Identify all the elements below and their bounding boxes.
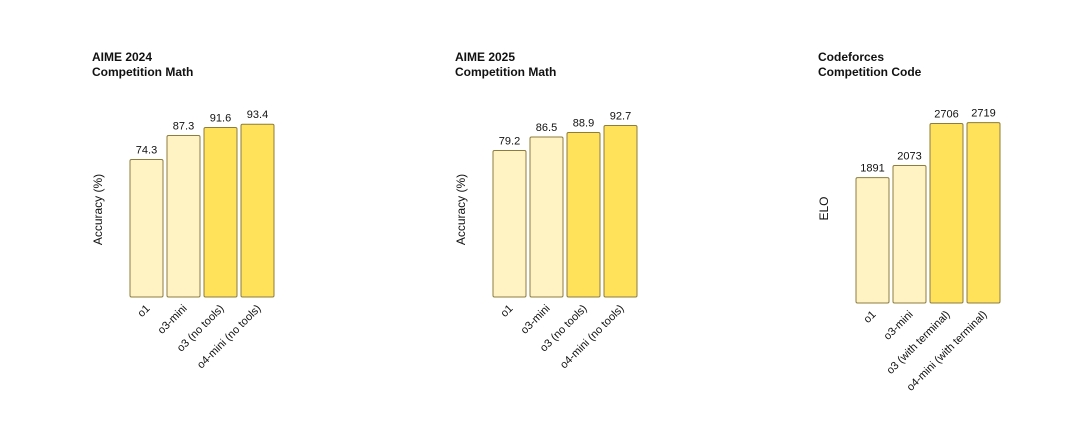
bar (166, 134, 201, 298)
chart-subtitle: Competition Math (92, 65, 193, 79)
value-label: 88.9 (573, 118, 594, 130)
bar (529, 136, 564, 298)
value-label: 74.3 (136, 145, 157, 157)
bar (492, 149, 527, 298)
value-label: 2706 (934, 109, 958, 121)
value-label: 87.3 (173, 120, 194, 132)
chart-title: AIME 2024 (92, 50, 152, 64)
bar (855, 177, 890, 304)
y-axis-label: Accuracy (%) (91, 174, 105, 245)
x-tick-label: o4-mini (no tools) (558, 303, 627, 372)
x-tick-label: o1 (498, 303, 515, 320)
chart-title: AIME 2025 (455, 50, 515, 64)
value-label: 1891 (860, 163, 884, 175)
bar (566, 132, 601, 298)
value-label: 2073 (897, 150, 921, 162)
value-label: 79.2 (499, 135, 520, 147)
chart-subtitle: Competition Code (818, 65, 922, 79)
x-tick-label: o3-mini (882, 309, 916, 343)
x-tick-label: o3 (with terminal) (884, 309, 952, 377)
bar (966, 122, 1001, 304)
bar (203, 127, 238, 298)
bar (892, 164, 927, 304)
chart-title: Codeforces (818, 50, 884, 64)
bar (929, 123, 964, 304)
x-tick-label: o3-mini (519, 303, 553, 337)
y-axis-label: Accuracy (%) (454, 174, 468, 245)
bar (129, 159, 164, 298)
value-label: 93.4 (247, 109, 268, 121)
bar (240, 123, 275, 298)
x-tick-label: o4-mini (no tools) (195, 303, 264, 372)
bar (603, 125, 638, 298)
x-tick-label: o1 (135, 303, 152, 320)
value-label: 86.5 (536, 122, 557, 134)
x-tick-label: o3-mini (156, 303, 190, 337)
x-tick-label: o1 (861, 309, 878, 326)
value-label: 92.7 (610, 111, 631, 123)
value-label: 91.6 (210, 113, 231, 125)
y-axis-label: ELO (817, 196, 831, 220)
chart-subtitle: Competition Math (455, 65, 556, 79)
value-label: 2719 (971, 108, 995, 120)
